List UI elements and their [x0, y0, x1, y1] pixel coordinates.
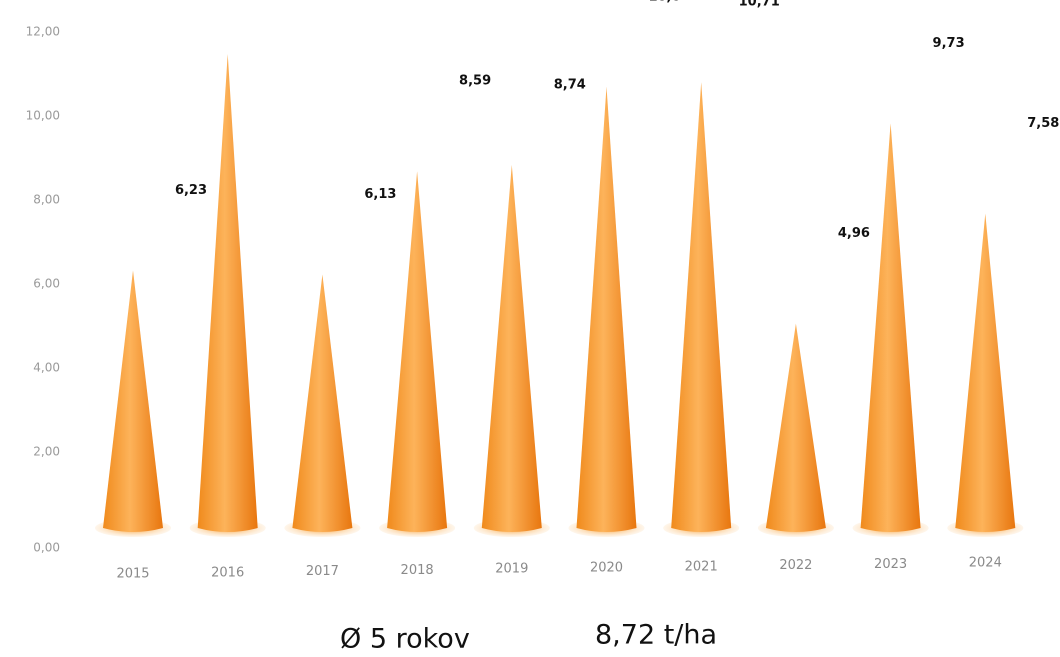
cone [481, 164, 542, 533]
cone [197, 54, 258, 532]
cone [292, 274, 353, 532]
cone [576, 86, 637, 533]
x-tick-label: 2015 [116, 567, 149, 582]
value-label: 7,58 [1027, 116, 1059, 131]
x-tick-label: 2022 [779, 558, 812, 573]
cone [765, 323, 826, 532]
value-label: 4,96 [838, 226, 870, 241]
leader-line [619, 10, 666, 168]
y-tick-label: 10,00 [26, 109, 60, 123]
cone [671, 82, 732, 533]
leader-line [430, 95, 476, 252]
y-tick-label: 8,00 [33, 193, 60, 207]
cone [387, 171, 448, 532]
value-label: 10,71 [739, 0, 780, 10]
y-tick-label: 6,00 [33, 277, 60, 291]
leader-line [240, 0, 281, 135]
x-tick-label: 2024 [969, 556, 1002, 571]
x-tick-label: 2017 [306, 564, 339, 579]
x-tick-label: 2020 [590, 561, 623, 576]
value-label: 8,74 [554, 77, 586, 92]
leader-line [903, 57, 950, 204]
leader-line [146, 204, 192, 351]
value-label: 9,73 [933, 36, 965, 51]
leader-line [998, 137, 1045, 294]
value-label: 6,23 [175, 183, 207, 198]
x-tick-label: 2023 [874, 557, 907, 572]
value-label: 10,6 [648, 0, 680, 4]
x-tick-label: 2016 [211, 565, 244, 580]
cone [103, 270, 163, 532]
leader-line [714, 15, 760, 163]
x-tick-label: 2019 [495, 562, 528, 577]
leader-line [525, 98, 571, 246]
cone [955, 213, 1016, 532]
average-label: Ø 5 rokov [340, 624, 470, 655]
x-tick-label: 2021 [685, 559, 718, 574]
x-tick-label: 2018 [401, 563, 434, 578]
leader-line [809, 247, 855, 404]
average-value: 8,72 t/ha [595, 620, 717, 651]
cone [860, 123, 921, 532]
y-tick-label: 0,00 [33, 541, 60, 555]
value-label: 8,59 [459, 74, 491, 89]
y-tick-label: 12,00 [26, 25, 60, 39]
y-tick-label: 4,00 [33, 361, 60, 375]
leader-line [335, 208, 382, 355]
y-tick-label: 2,00 [33, 445, 60, 459]
value-label: 6,13 [364, 187, 396, 202]
